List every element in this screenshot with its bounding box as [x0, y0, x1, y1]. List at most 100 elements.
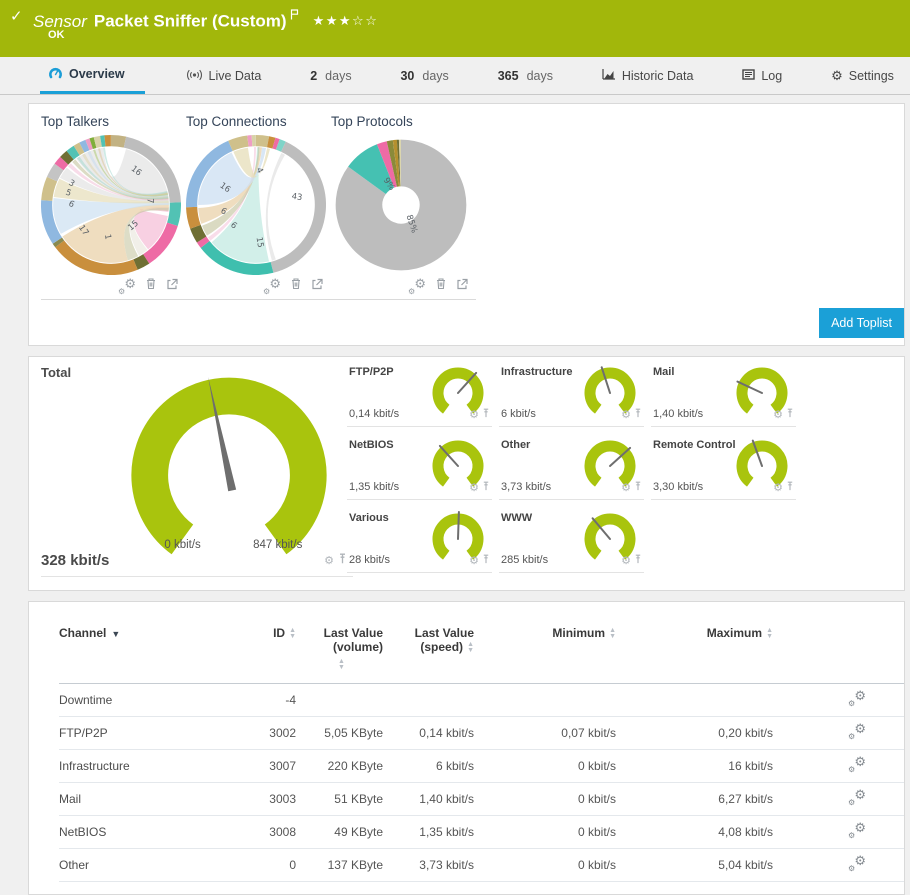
- gauge-settings-icon[interactable]: [324, 555, 334, 566]
- table-row: Downtime -4: [59, 683, 904, 717]
- tab-label: Historic Data: [621, 68, 694, 83]
- channel-settings-icon[interactable]: [848, 788, 866, 807]
- gauge-label: Remote Control: [653, 439, 736, 451]
- svg-text:4: 4: [254, 166, 265, 175]
- pin-icon[interactable]: [482, 405, 490, 423]
- svg-text:6: 6: [229, 220, 240, 231]
- pin-icon[interactable]: [634, 551, 642, 569]
- tab-30-days[interactable]: 30 days: [392, 57, 456, 94]
- col-header-channel[interactable]: Channel: [59, 614, 236, 684]
- toplist-settings-icon[interactable]: [118, 277, 136, 296]
- channel-settings-icon[interactable]: [848, 854, 866, 873]
- top-connections-chart[interactable]: 16 4 43 6 6 15: [186, 134, 326, 275]
- sensor-kind-label: Sensor: [33, 11, 87, 31]
- svg-text:6: 6: [219, 205, 229, 216]
- channel-id: -4: [236, 683, 296, 717]
- toplist-card-top-connections: Top Connections 16 4 43 6 6 15: [186, 114, 331, 300]
- tab-live-data[interactable]: Live Data: [178, 57, 270, 94]
- gauge-settings-icon[interactable]: [773, 482, 783, 493]
- gauge-icon: [48, 66, 63, 82]
- col-header-last-value-speed[interactable]: Last Value (speed): [383, 614, 474, 684]
- last-value-speed: 3,73 kbit/s: [383, 848, 474, 882]
- gauge-cell-www: WWW 285 kbit/s: [499, 507, 644, 573]
- table-row: FTP/P2P 3002 5,05 KByte 0,14 kbit/s 0,07…: [59, 716, 904, 750]
- channel-settings-icon[interactable]: [848, 821, 866, 840]
- gauge-settings-icon[interactable]: [621, 482, 631, 493]
- gauge-label: Infrastructure: [501, 366, 573, 378]
- channel-id: 3008: [236, 815, 296, 849]
- open-toplist-icon[interactable]: [166, 277, 178, 295]
- gauge-cell-netbios: NetBIOS 1,35 kbit/s: [347, 434, 492, 500]
- gauge-settings-icon[interactable]: [469, 482, 479, 493]
- www-gauge: [578, 510, 642, 568]
- gauge-settings-icon[interactable]: [469, 409, 479, 420]
- open-toplist-icon[interactable]: [456, 277, 468, 295]
- netbios-gauge: [426, 437, 490, 495]
- pin-icon[interactable]: [634, 405, 642, 423]
- maximum-value: [616, 683, 773, 717]
- channel-settings-icon[interactable]: [848, 755, 866, 774]
- table-row: NetBIOS 3008 49 KByte 1,35 kbit/s 0 kbit…: [59, 815, 904, 849]
- gauge-value: 1,40 kbit/s: [653, 408, 704, 420]
- pin-icon[interactable]: [786, 478, 794, 496]
- col-header-maximum[interactable]: Maximum: [616, 614, 773, 684]
- priority-stars[interactable]: ★★★☆☆: [313, 13, 379, 28]
- open-toplist-icon[interactable]: [311, 277, 323, 295]
- channel-settings-icon[interactable]: [848, 722, 866, 741]
- col-header-id[interactable]: ID: [236, 614, 296, 684]
- tab-num: 2: [310, 68, 318, 83]
- gauge-settings-icon[interactable]: [773, 409, 783, 420]
- toplist-settings-icon[interactable]: [408, 277, 426, 296]
- top-talkers-chart[interactable]: 16 7 15 1 17 6 5 3: [41, 135, 181, 275]
- delete-toplist-icon[interactable]: [290, 277, 302, 295]
- tab-label: days: [325, 68, 352, 83]
- channel-gauge-grid: FTP/P2P 0,14 kbit/s Infrastructure 6 kbi…: [347, 361, 796, 573]
- channel-name: FTP/P2P: [59, 716, 236, 750]
- gauge-settings-icon[interactable]: [469, 555, 479, 566]
- gauges-panel: Total 0 kbit/s 847 kbit/s 328 kbit/s FTP…: [28, 356, 905, 591]
- last-value-volume: 5,05 KByte: [296, 716, 383, 750]
- add-toplist-button[interactable]: Add Toplist: [819, 308, 904, 338]
- delete-toplist-icon[interactable]: [145, 277, 157, 295]
- tab-label: Log: [761, 68, 783, 83]
- last-value-speed: 1,35 kbit/s: [383, 815, 474, 849]
- tab-log[interactable]: Log: [734, 57, 790, 94]
- pin-icon[interactable]: [634, 478, 642, 496]
- pin-icon[interactable]: [786, 405, 794, 423]
- table-row: Infrastructure 3007 220 KByte 6 kbit/s 0…: [59, 749, 904, 783]
- sensor-header: ✓ Sensor Packet Sniffer (Custom) ★★★☆☆ OK: [0, 0, 910, 57]
- toplist-card-top-protocols: Top Protocols 9% 85%: [331, 114, 476, 300]
- col-header-last-value-volume[interactable]: Last Value (volume): [296, 614, 383, 684]
- broadcast-icon: [186, 68, 203, 84]
- tab-label: Settings: [848, 68, 894, 83]
- channel-settings-icon[interactable]: [848, 689, 866, 708]
- gauge-settings-icon[interactable]: [621, 555, 631, 566]
- top-protocols-chart[interactable]: 9% 85%: [331, 135, 471, 275]
- gauge-label: NetBIOS: [349, 439, 394, 451]
- mail-gauge: [730, 364, 794, 422]
- svg-text:5: 5: [64, 187, 72, 198]
- tab-2-days[interactable]: 2 days: [302, 57, 359, 94]
- channel-name: Downtime: [59, 683, 236, 717]
- stars-empty: ☆☆: [352, 12, 379, 28]
- channel-id: 0: [236, 848, 296, 882]
- pin-icon[interactable]: [482, 551, 490, 569]
- tab-settings[interactable]: ⚙ Settings: [823, 57, 902, 94]
- tab-365-days[interactable]: 365 days: [490, 57, 561, 94]
- gauge-settings-icon[interactable]: [621, 409, 631, 420]
- tab-num: 365: [497, 68, 519, 83]
- toplist-title: Top Protocols: [331, 114, 413, 129]
- pin-icon[interactable]: [338, 551, 347, 569]
- tab-historic-data[interactable]: Historic Data: [594, 57, 702, 94]
- delete-toplist-icon[interactable]: [435, 277, 447, 295]
- last-value-speed: 6 kbit/s: [383, 749, 474, 783]
- pin-icon[interactable]: [482, 478, 490, 496]
- flag-icon[interactable]: [290, 5, 299, 25]
- tab-overview[interactable]: Overview: [40, 57, 145, 94]
- gauge-cell-infrastructure: Infrastructure 6 kbit/s: [499, 361, 644, 427]
- toplist-settings-icon[interactable]: [263, 277, 281, 296]
- col-header-minimum[interactable]: Minimum: [474, 614, 616, 684]
- last-value-speed: 1,40 kbit/s: [383, 782, 474, 816]
- gauge-scale-min: 0 kbit/s: [164, 539, 201, 551]
